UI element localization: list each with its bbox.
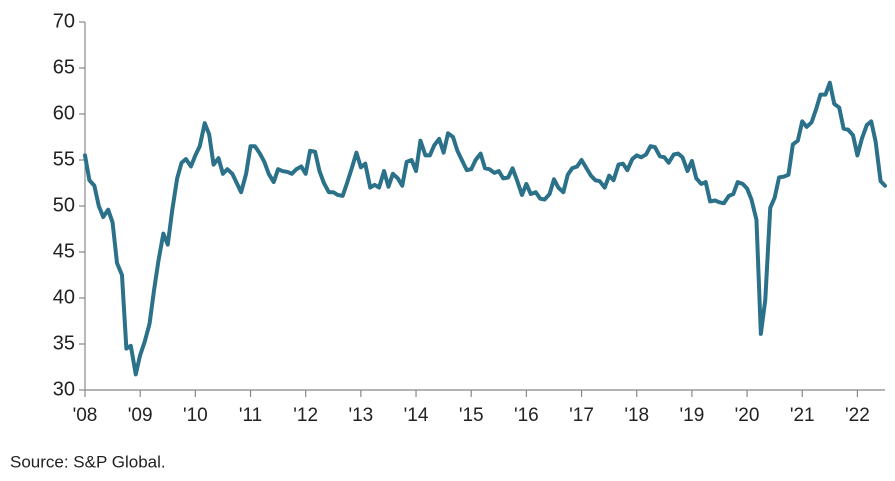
- x-tick-label: '22: [845, 405, 870, 426]
- y-tick-label: 60: [53, 102, 75, 124]
- x-tick-label: '08: [73, 405, 98, 426]
- x-tick-label: '15: [459, 405, 484, 426]
- y-tick-label: 35: [53, 332, 75, 354]
- x-tick-label: '09: [128, 405, 153, 426]
- y-tick-label: 70: [53, 10, 75, 32]
- y-tick-label: 40: [53, 286, 75, 308]
- x-tick-label: '18: [624, 405, 649, 426]
- source-note: Source: S&P Global.: [10, 452, 166, 471]
- data-line: [83, 80, 887, 377]
- x-tick-label: '21: [790, 405, 815, 426]
- x-tick-label: '13: [348, 405, 373, 426]
- y-tick-label: 45: [53, 240, 75, 262]
- x-tick-label: '16: [514, 405, 539, 426]
- y-tick-label: 55: [53, 148, 75, 170]
- y-tick-label: 50: [53, 194, 75, 216]
- x-tick-label: '20: [735, 405, 760, 426]
- x-tick-label: '11: [239, 405, 262, 426]
- x-tick-label: '12: [293, 405, 318, 426]
- y-tick-label: 30: [53, 378, 75, 400]
- x-tick-label: '17: [569, 405, 594, 426]
- x-tick-label: '10: [183, 405, 208, 426]
- x-tick-label: '14: [404, 405, 429, 426]
- x-tick-label: '19: [680, 405, 705, 426]
- y-tick-label: 65: [53, 56, 75, 78]
